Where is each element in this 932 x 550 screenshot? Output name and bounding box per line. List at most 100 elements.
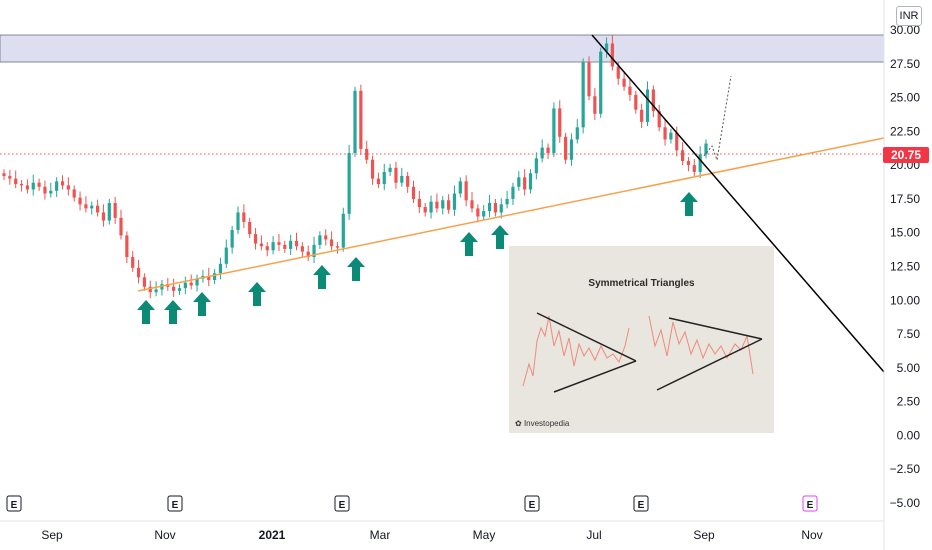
ascending-trendline (137, 137, 885, 292)
candle (487, 194, 492, 218)
candle (248, 217, 252, 239)
candle (60, 175, 65, 190)
candle (482, 205, 486, 221)
candle (160, 280, 164, 296)
inset-title: Symmetrical Triangles (588, 278, 695, 289)
candle (19, 180, 24, 192)
y-tick-label: 30.00 (890, 23, 920, 37)
candle (528, 169, 533, 194)
candle (394, 161, 398, 189)
up-arrow-icon (347, 257, 365, 281)
candle (546, 143, 550, 160)
candle (464, 175, 468, 207)
candle (692, 159, 696, 176)
candle (534, 152, 538, 180)
candle (318, 231, 322, 249)
y-axis[interactable]: 30.0027.5025.0022.5020.0017.5015.0012.50… (890, 23, 921, 510)
up-arrow-icon (491, 225, 509, 249)
resistance-zone (0, 34, 885, 63)
candle (253, 227, 258, 250)
candle (324, 229, 328, 246)
candle (675, 126, 679, 157)
candle (452, 185, 457, 216)
candle (224, 239, 228, 268)
candle (312, 236, 316, 264)
svg-text:E: E (11, 500, 18, 511)
y-tick-label: 25.00 (890, 91, 920, 105)
candle (558, 100, 562, 143)
y-tick-label: 0.00 (897, 428, 921, 442)
candle (406, 171, 410, 193)
earnings-marker[interactable]: E (633, 495, 649, 512)
candle (14, 170, 18, 189)
candle (610, 35, 614, 71)
candle (511, 182, 515, 206)
candle (411, 180, 416, 203)
y-tick-label: 27.50 (890, 57, 920, 71)
candle (365, 140, 369, 164)
candle (201, 269, 205, 283)
candle (651, 85, 655, 118)
candle (458, 177, 462, 198)
plot-area (0, 34, 885, 373)
candle (523, 169, 527, 196)
x-axis[interactable]: Sep Nov 2021 Mar May Jul Sep Nov (41, 528, 822, 542)
upcoming-earnings-marker[interactable]: E (802, 495, 818, 512)
candle (2, 169, 6, 181)
candle (242, 204, 246, 228)
candle (195, 274, 199, 292)
up-arrow-icon (680, 192, 698, 216)
candle (49, 182, 53, 198)
candle (640, 103, 644, 128)
candle (634, 90, 638, 114)
candle (593, 88, 597, 120)
candle (236, 206, 240, 235)
candle (113, 196, 117, 224)
candle (476, 204, 480, 223)
candle (72, 185, 76, 202)
candle (575, 119, 579, 144)
candle (552, 102, 556, 158)
candle (669, 128, 673, 144)
x-tick-label: May (473, 528, 496, 542)
y-tick-label: 22.50 (890, 124, 920, 138)
up-arrow-icon (313, 265, 331, 289)
y-tick-label: 7.50 (897, 327, 921, 341)
investopedia-logo-icon: ✿ (515, 419, 522, 428)
up-arrow-icon (137, 300, 155, 324)
svg-text:E: E (638, 500, 645, 511)
candle (101, 204, 106, 227)
candle (347, 144, 351, 220)
candle (382, 163, 386, 191)
candle (230, 225, 234, 254)
x-tick-label: Jul (586, 528, 601, 542)
candle (400, 167, 404, 187)
candle (698, 146, 702, 178)
x-tick-label: Nov (801, 528, 822, 542)
candle (686, 157, 691, 172)
candle (25, 179, 29, 194)
earnings-marker[interactable]: E (6, 495, 22, 512)
earnings-marker[interactable]: E (167, 495, 183, 512)
candle (271, 236, 275, 255)
svg-text:E: E (339, 500, 346, 511)
currency-badge[interactable]: INR (896, 6, 922, 26)
up-arrow-icon (193, 292, 211, 316)
candle (189, 274, 193, 290)
svg-text:E: E (529, 500, 536, 511)
earnings-marker[interactable]: E (334, 495, 350, 512)
candle (341, 207, 345, 252)
earnings-marker[interactable]: E (524, 495, 540, 512)
candle (587, 56, 591, 101)
candle (388, 163, 392, 176)
candle (213, 269, 217, 285)
svg-text:E: E (172, 500, 179, 511)
y-tick-label: 12.50 (890, 260, 920, 274)
svg-text:E: E (807, 500, 814, 511)
candle (43, 180, 47, 200)
candle (148, 280, 152, 299)
candle (66, 177, 70, 196)
candle (119, 209, 123, 240)
y-tick-label: −2.50 (890, 462, 921, 476)
